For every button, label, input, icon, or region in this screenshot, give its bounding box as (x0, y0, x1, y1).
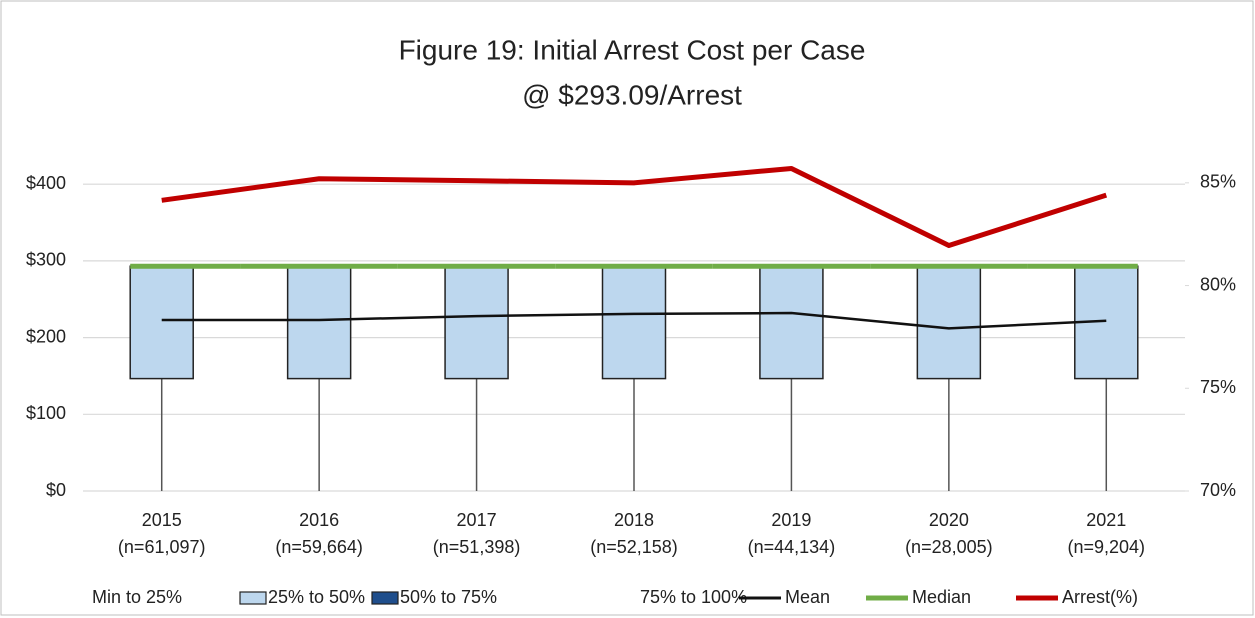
x-tick-label: 2015 (142, 510, 182, 530)
x-tick-note: (n=52,158) (590, 537, 678, 557)
legend-swatch (371, 591, 399, 605)
x-tick-note: (n=28,005) (905, 537, 993, 557)
y-tick-label: $200 (26, 326, 66, 346)
arrest-line (161, 165, 1108, 248)
box-segment (444, 265, 509, 380)
x-tick-label: 2016 (299, 510, 339, 530)
box-segment (601, 265, 667, 380)
legend-label: 75% to 100% (640, 587, 747, 607)
legend-label: 25% to 50% (268, 587, 365, 607)
legend-swatch (239, 591, 267, 605)
x-tick-note: (n=44,134) (748, 537, 836, 557)
y-tick-label: $100 (26, 403, 66, 423)
y-tick-label: $0 (46, 480, 66, 500)
x-tick-note: (n=59,664) (275, 537, 363, 557)
y2-tick-label: 85% (1200, 172, 1236, 192)
x-tick-label: 2020 (929, 510, 969, 530)
box-segment (759, 265, 824, 380)
x-tick-note: (n=9,204) (1068, 537, 1146, 557)
x-tick-label: 2019 (771, 510, 811, 530)
y2-tick-label: 80% (1200, 274, 1236, 294)
y2-tick-label: 70% (1200, 480, 1236, 500)
x-tick-label: 2021 (1086, 510, 1126, 530)
box-segment (286, 265, 352, 380)
legend-label: Median (912, 587, 971, 607)
box-segment (916, 265, 982, 380)
x-tick-note: (n=61,097) (118, 537, 206, 557)
y-tick-label: $300 (26, 250, 66, 270)
y-tick-label: $400 (26, 173, 66, 193)
chart-title: Figure 19: Initial Arrest Cost per Case (399, 34, 866, 65)
x-tick-label: 2018 (614, 510, 654, 530)
y2-tick-label: 75% (1200, 377, 1236, 397)
legend-label: Mean (785, 587, 830, 607)
mean-line (161, 311, 1107, 330)
legend-label: Arrest(%) (1062, 587, 1138, 607)
legend-label: 50% to 75% (400, 587, 497, 607)
legend-label: Min to 25% (92, 587, 182, 607)
box-segment (129, 265, 194, 380)
chart-subtitle: @ $293.09/Arrest (522, 79, 742, 110)
x-tick-label: 2017 (457, 510, 497, 530)
x-tick-note: (n=51,398) (433, 537, 521, 557)
